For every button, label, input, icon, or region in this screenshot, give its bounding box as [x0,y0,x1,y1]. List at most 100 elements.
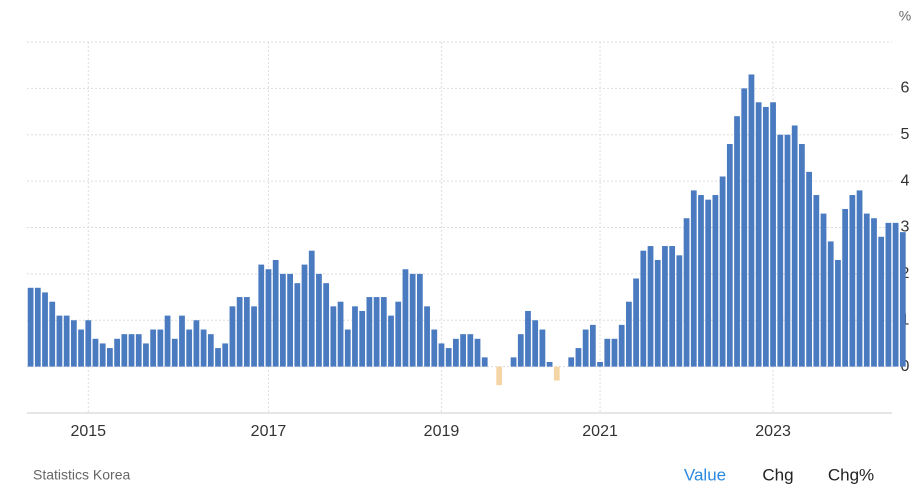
bar [705,199,712,367]
bar [820,213,827,367]
bar [316,273,322,367]
bar [871,218,877,367]
bar [546,361,553,367]
bar [611,338,618,367]
bar [597,361,603,367]
bar [373,297,380,367]
bar [496,366,503,386]
bar [445,348,452,367]
bar [690,190,697,367]
bar [878,236,885,367]
bar [885,222,892,367]
bar [416,273,423,367]
bar [330,306,337,367]
bar [265,269,272,367]
bar [49,301,56,367]
bar [755,102,762,367]
bar [777,134,784,367]
bar [676,255,683,367]
bar [222,343,229,367]
bar [236,297,243,367]
bar [114,338,120,367]
x-tick-label: 2021 [582,423,618,440]
bar [827,241,834,367]
bar [791,125,798,367]
bar [604,338,611,367]
bar [712,195,719,367]
tab-chg[interactable]: Chg [762,465,793,484]
bar [539,329,546,367]
x-tick-label: 2017 [251,423,287,440]
bar [179,315,185,367]
y-unit: % [899,8,911,24]
bar [395,301,402,367]
y-tick-label: 4 [901,172,910,189]
bar [251,306,257,367]
bar [337,301,344,367]
bar [582,329,589,367]
bar [719,176,726,367]
bar [762,106,769,367]
bar [85,320,92,367]
bar [171,338,178,367]
bar [568,357,575,367]
bar [683,218,690,367]
bar [835,259,841,367]
bar [409,273,416,367]
bar [207,334,214,367]
bar [849,195,856,367]
bar [748,74,755,367]
bar [380,297,387,367]
bar [734,116,740,367]
bar [863,213,870,367]
bar [633,278,639,367]
bar [272,259,279,367]
bar [34,287,41,367]
bar [215,348,221,367]
bar [301,264,308,367]
bar [510,357,517,367]
tab-value[interactable]: Value [684,465,726,484]
bar [741,88,748,367]
bar [453,338,459,367]
tab-chg-pct[interactable]: Chg% [828,465,874,484]
bar [460,334,466,367]
bar [899,232,906,367]
bar [892,222,899,367]
bar [157,329,164,367]
bar [150,329,157,367]
bar [662,246,668,367]
bar [770,102,776,367]
bar [135,334,142,367]
bar [359,310,366,367]
bar [640,250,647,367]
bar [193,320,200,367]
bar [813,195,820,367]
x-tick-label: 2023 [755,423,791,440]
bar [107,348,113,367]
bar [698,195,704,367]
bar [366,297,373,367]
bar [438,343,445,367]
bar [467,334,474,367]
bar [647,246,654,367]
bar [200,329,207,367]
bar [280,273,286,367]
bar [294,283,301,367]
bar [229,306,236,367]
bar [481,357,488,367]
bar [532,320,539,367]
bar [424,306,430,367]
bar [27,287,34,367]
bar [128,334,135,367]
bar [474,338,481,367]
bar [517,334,524,367]
bar [784,134,791,367]
bar [575,348,582,367]
bar [352,306,358,367]
bar [806,171,812,367]
bar [78,329,84,367]
bar [164,315,171,367]
bar [626,301,632,367]
